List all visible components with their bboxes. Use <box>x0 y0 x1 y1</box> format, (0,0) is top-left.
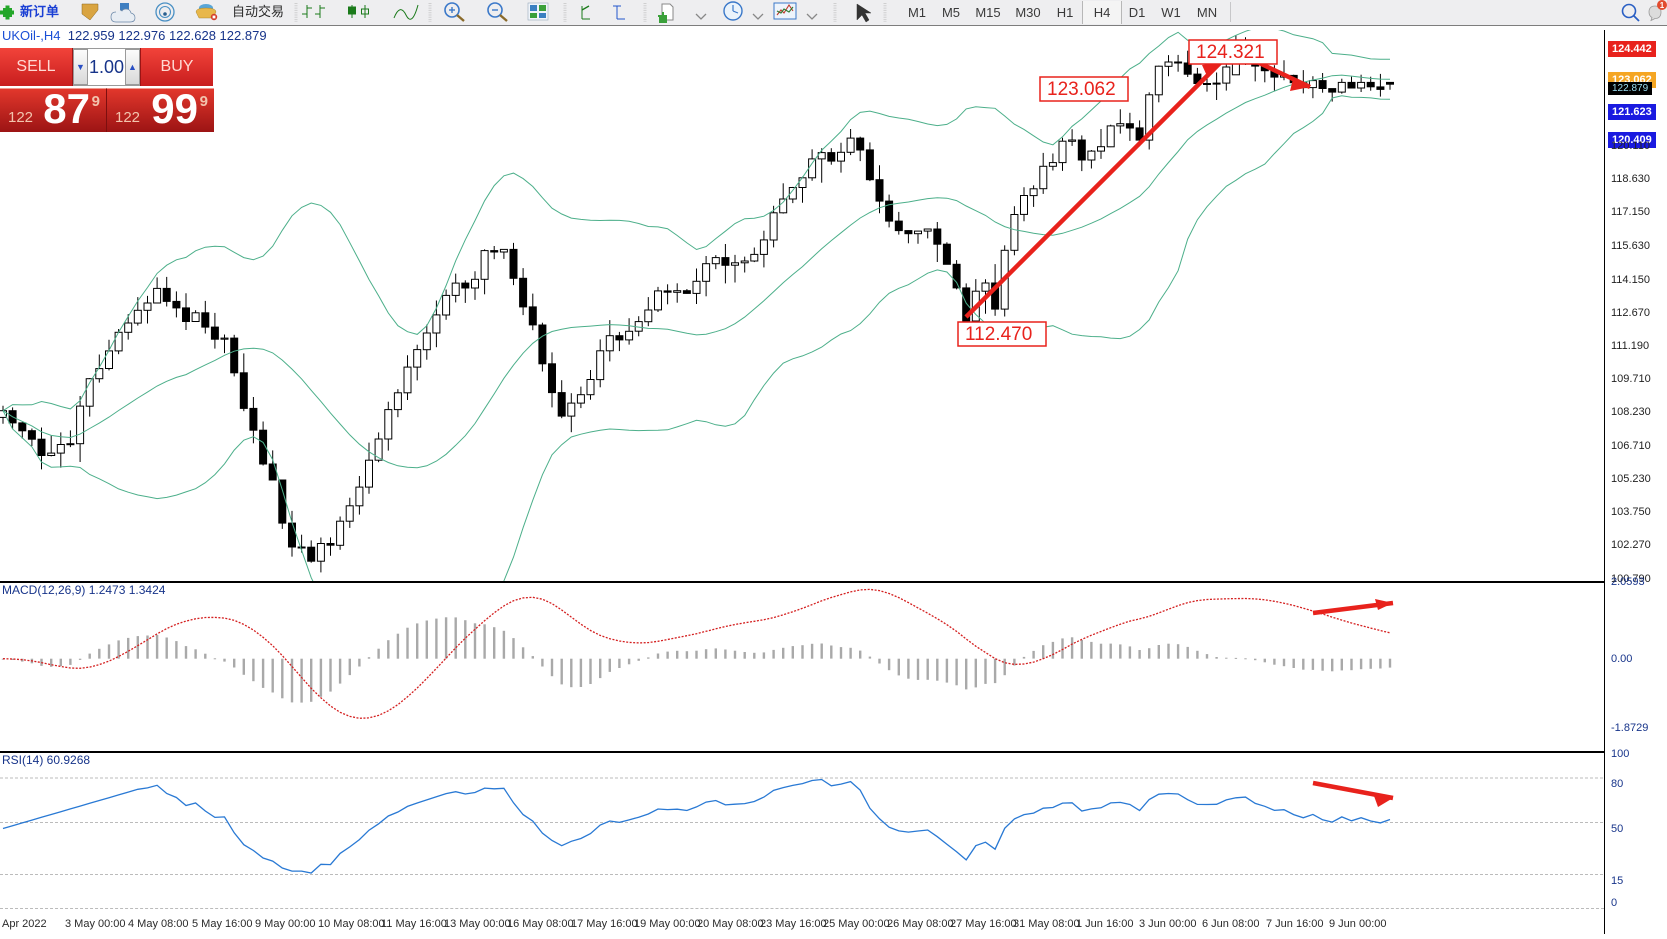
svg-text:112.470: 112.470 <box>965 324 1032 345</box>
svg-text:123.062: 123.062 <box>1047 79 1116 100</box>
svg-text:124.321: 124.321 <box>1196 42 1265 63</box>
svg-text:1: 1 <box>1660 1 1665 10</box>
